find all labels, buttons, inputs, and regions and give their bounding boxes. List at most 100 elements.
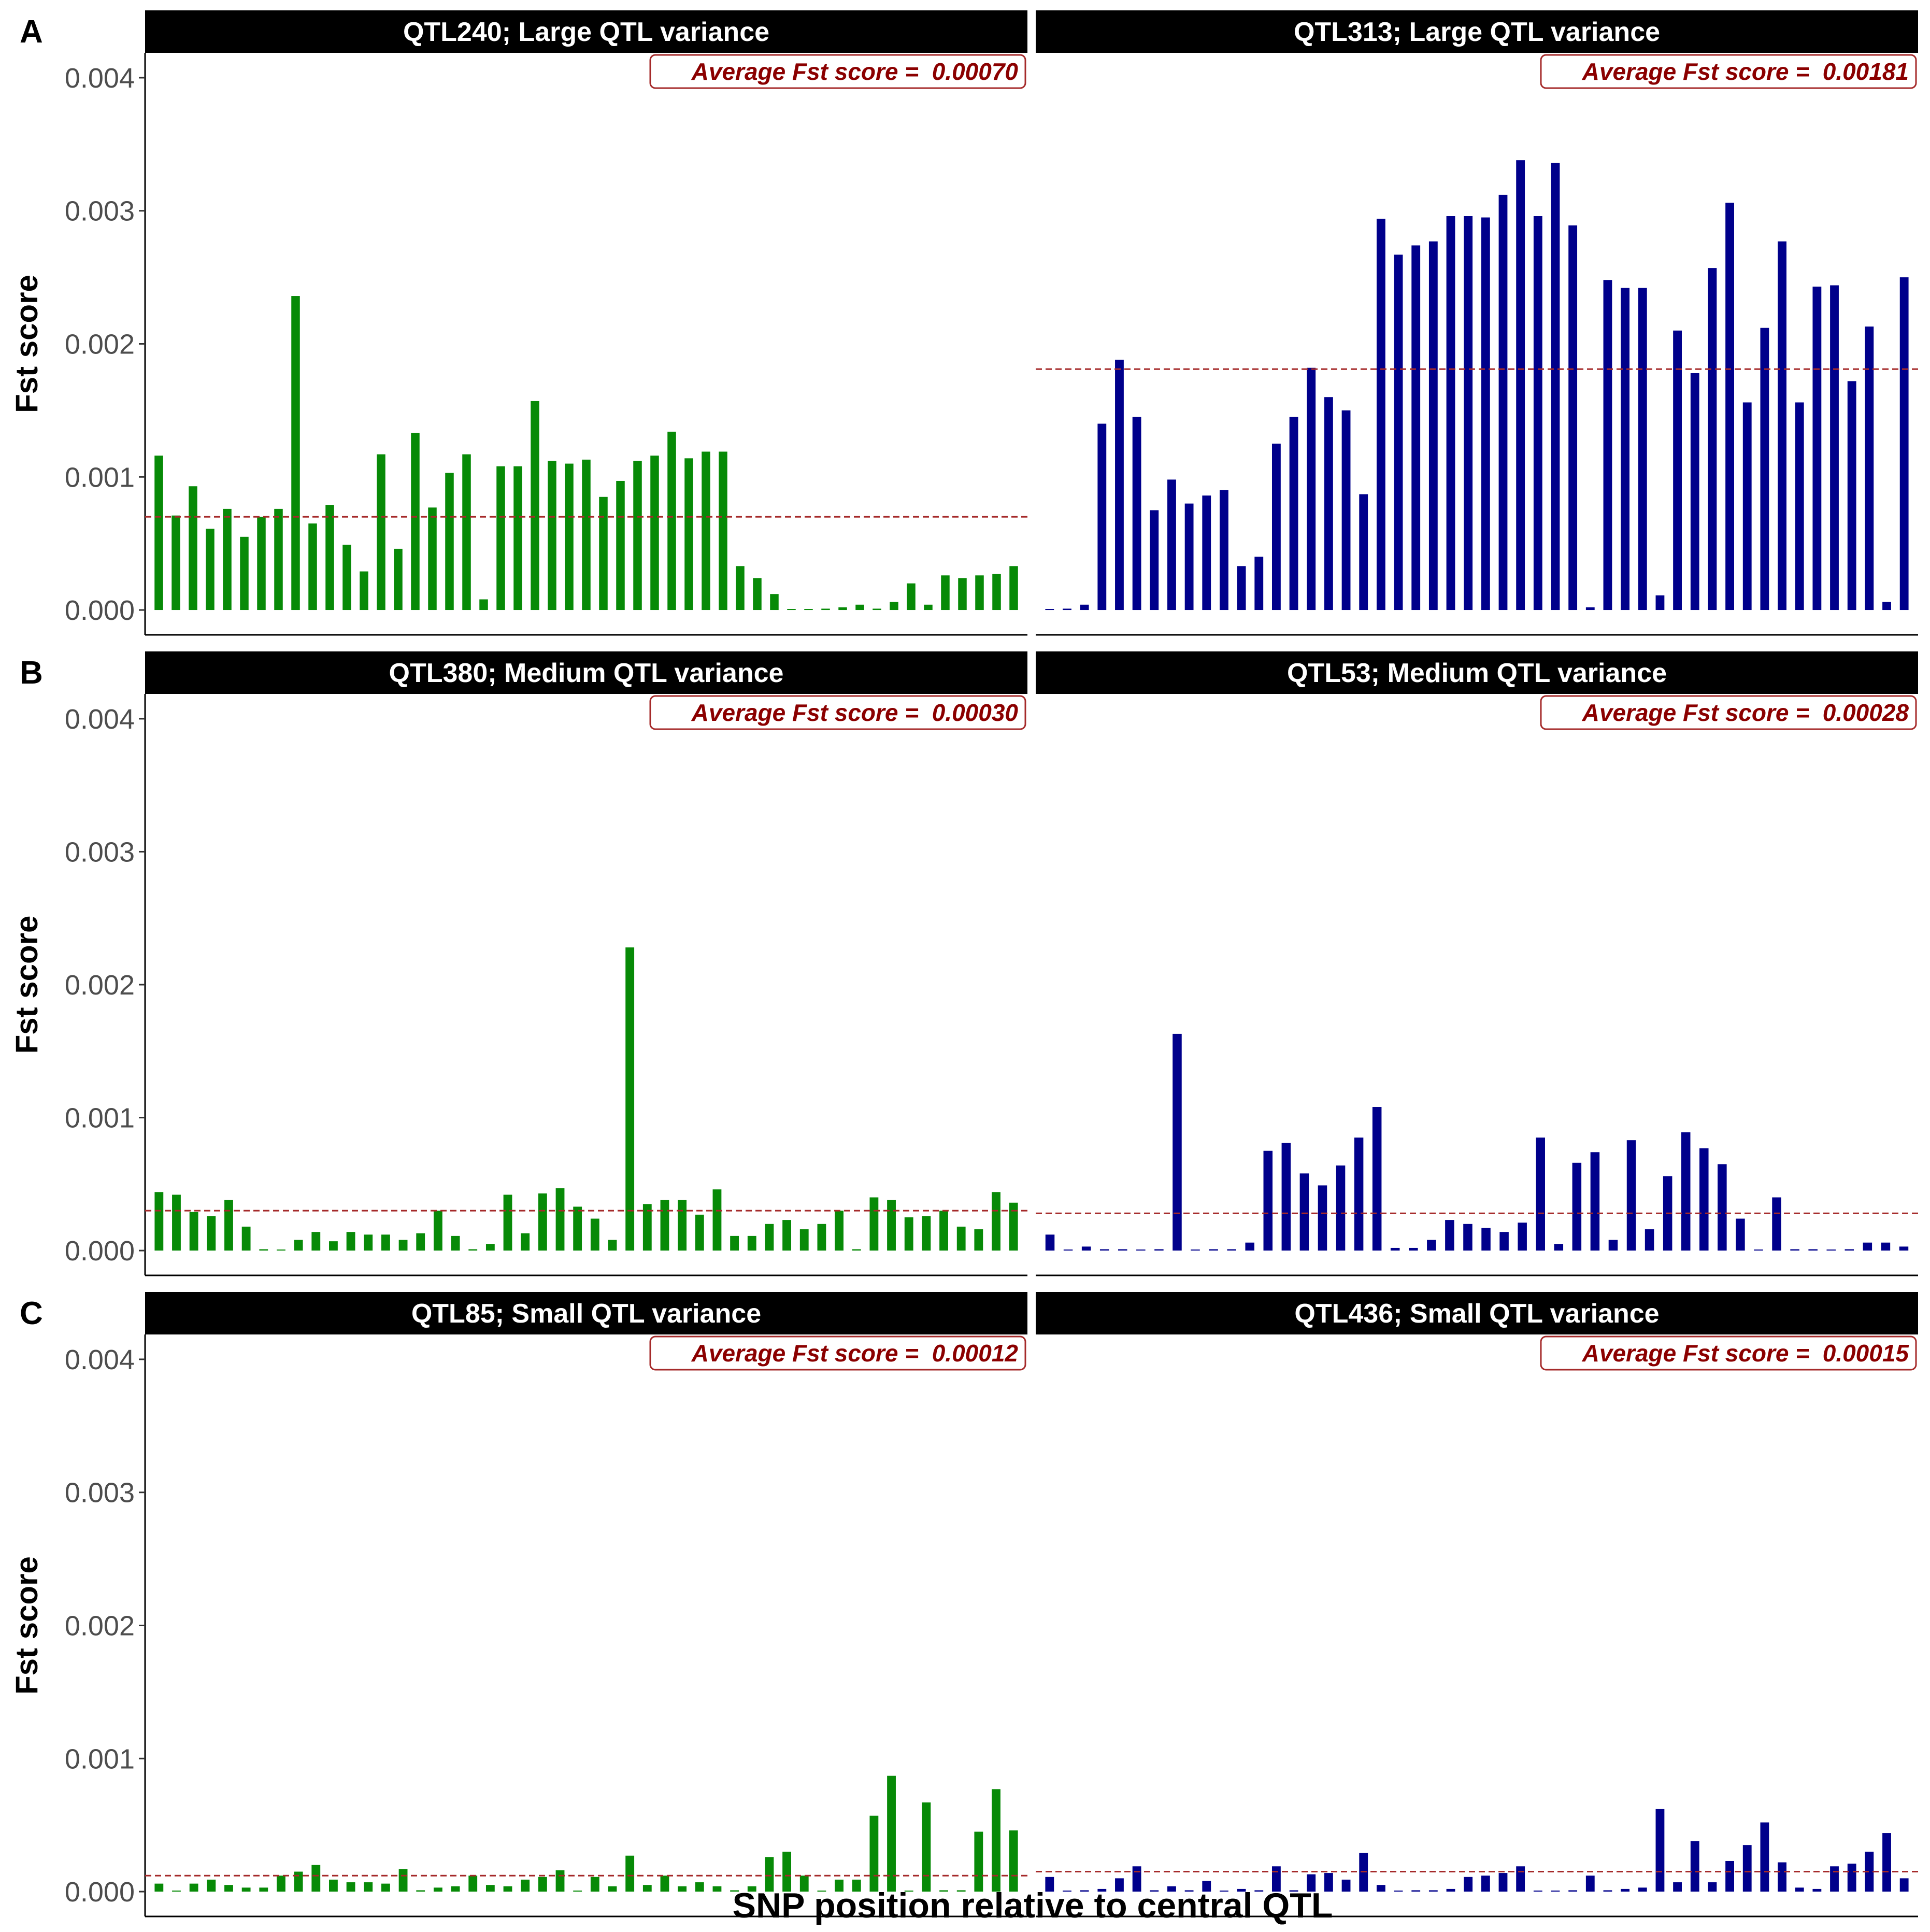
bar bbox=[1655, 595, 1665, 610]
bar bbox=[1237, 1888, 1246, 1892]
bar bbox=[451, 1886, 460, 1892]
bar bbox=[329, 1879, 338, 1892]
bar bbox=[308, 523, 317, 610]
bar bbox=[1772, 1197, 1781, 1251]
bar bbox=[702, 451, 710, 610]
bar bbox=[838, 607, 847, 610]
bar bbox=[1446, 1888, 1455, 1892]
bar bbox=[684, 458, 693, 610]
bar bbox=[974, 1831, 983, 1892]
bar bbox=[1673, 1882, 1682, 1892]
bar bbox=[1499, 1232, 1509, 1251]
bar bbox=[1626, 1140, 1636, 1251]
bar bbox=[241, 1226, 251, 1251]
bar bbox=[360, 571, 368, 610]
y-tick-label: 0.002 bbox=[65, 1611, 135, 1642]
bar bbox=[1324, 1873, 1333, 1892]
bar bbox=[1009, 1202, 1018, 1251]
bar bbox=[451, 1235, 460, 1251]
bar bbox=[904, 1891, 913, 1892]
bar bbox=[582, 459, 591, 610]
bar bbox=[294, 1240, 303, 1251]
bar bbox=[1045, 1234, 1055, 1251]
bar bbox=[1394, 1891, 1403, 1892]
bar bbox=[1603, 1890, 1612, 1892]
bar bbox=[1863, 1242, 1872, 1251]
bar bbox=[1645, 1229, 1654, 1251]
y-axis-label-row-3: Fst score bbox=[9, 1556, 44, 1695]
bar bbox=[1882, 1833, 1891, 1892]
bar bbox=[1263, 1150, 1273, 1251]
bar bbox=[1336, 1165, 1346, 1251]
bar bbox=[1830, 1866, 1839, 1892]
bar bbox=[1845, 1249, 1854, 1251]
average-label-box bbox=[1540, 54, 1917, 89]
bar bbox=[1318, 1185, 1327, 1251]
bar bbox=[1394, 254, 1403, 610]
bar bbox=[468, 1249, 478, 1251]
bar bbox=[224, 1200, 233, 1251]
bar bbox=[1136, 1249, 1146, 1251]
bar bbox=[411, 433, 420, 610]
bar bbox=[1220, 490, 1228, 610]
bar bbox=[730, 1890, 739, 1892]
average-label: Average Fst score = 0.00012 bbox=[691, 1340, 1019, 1367]
bar bbox=[538, 1877, 547, 1892]
bar bbox=[573, 1206, 582, 1251]
bar bbox=[1690, 1841, 1699, 1892]
average-label-box bbox=[649, 1336, 1026, 1371]
bar bbox=[799, 1876, 809, 1892]
bar bbox=[206, 529, 215, 610]
bar bbox=[1411, 1890, 1421, 1892]
bar bbox=[736, 566, 745, 610]
bar bbox=[1254, 557, 1264, 610]
bar bbox=[1115, 1878, 1124, 1892]
bar bbox=[1376, 219, 1385, 610]
bar bbox=[667, 431, 676, 610]
panel-row-label: B bbox=[20, 655, 43, 691]
bar bbox=[1271, 444, 1281, 610]
bar bbox=[787, 609, 796, 610]
bar bbox=[956, 1890, 966, 1892]
bar bbox=[753, 578, 762, 610]
bar bbox=[1847, 1864, 1856, 1892]
bar bbox=[1411, 245, 1421, 610]
bar bbox=[616, 480, 625, 610]
bar bbox=[804, 609, 813, 610]
panel-row-label: C bbox=[20, 1296, 43, 1331]
bar bbox=[277, 1876, 285, 1892]
bar bbox=[678, 1886, 687, 1892]
bar bbox=[782, 1220, 792, 1251]
bar bbox=[1009, 1830, 1018, 1892]
bar bbox=[1754, 1249, 1763, 1251]
bar bbox=[1254, 1890, 1264, 1892]
bar bbox=[277, 1249, 285, 1251]
bar bbox=[555, 1188, 565, 1251]
bar bbox=[660, 1200, 669, 1251]
bar bbox=[445, 473, 454, 610]
bar bbox=[1271, 1866, 1281, 1892]
panel-title: QTL85; Small QTL variance bbox=[411, 1299, 761, 1329]
bar bbox=[189, 486, 197, 610]
y-tick-label: 0.003 bbox=[65, 1478, 135, 1509]
bar bbox=[416, 1890, 425, 1892]
bar bbox=[747, 1886, 756, 1892]
bar bbox=[573, 1891, 582, 1892]
bar bbox=[1585, 607, 1595, 610]
panel-strip bbox=[1036, 1292, 1918, 1334]
bar bbox=[1427, 1240, 1436, 1251]
bar bbox=[904, 1217, 913, 1251]
bar bbox=[496, 466, 505, 610]
bar bbox=[712, 1886, 722, 1892]
bar bbox=[1167, 479, 1176, 610]
bar bbox=[1409, 1247, 1418, 1251]
bar bbox=[172, 1891, 181, 1892]
panel-title: QTL436; Small QTL variance bbox=[1294, 1299, 1659, 1329]
bar bbox=[625, 947, 635, 1251]
bar bbox=[1080, 1890, 1089, 1892]
bar bbox=[1708, 268, 1717, 610]
bar bbox=[1481, 1876, 1490, 1892]
bar bbox=[1760, 1822, 1769, 1892]
bar bbox=[695, 1214, 704, 1251]
